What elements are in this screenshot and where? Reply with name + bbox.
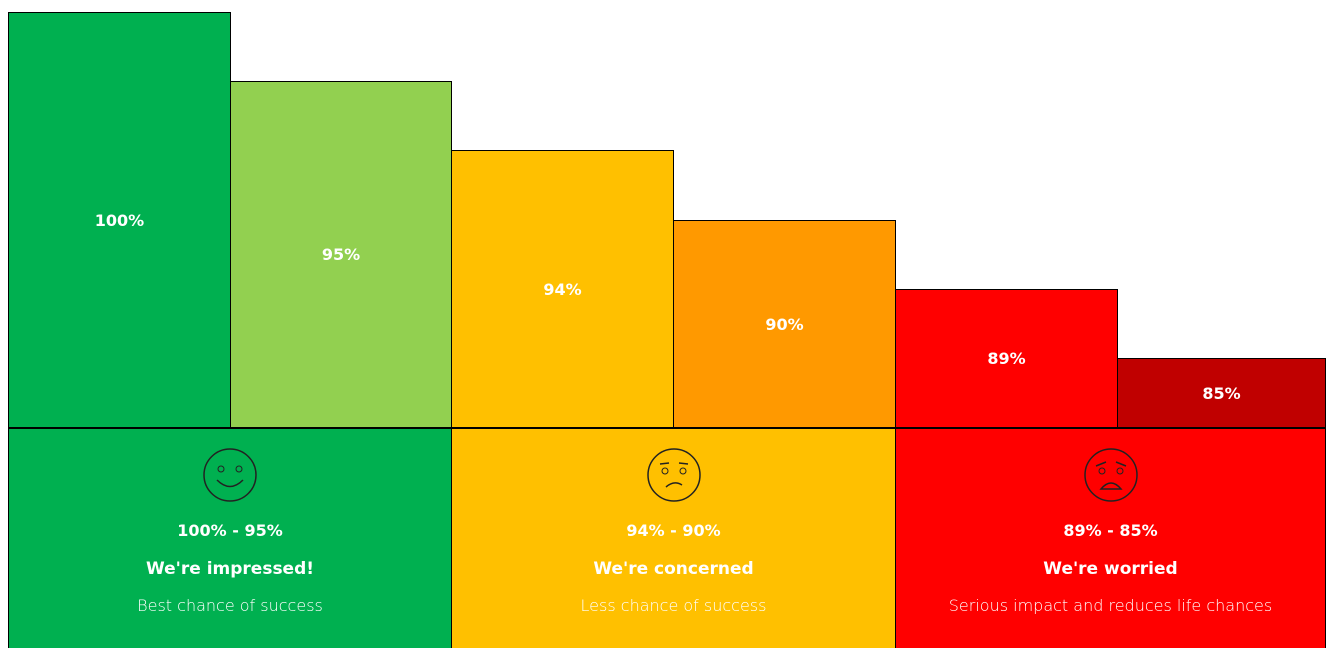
band: 94% - 90% We're concerned Less chance of…	[451, 428, 896, 648]
bar: 100%	[8, 12, 231, 428]
bar: 95%	[230, 81, 452, 428]
worried-face	[1083, 448, 1138, 502]
band-description: Less chance of success	[580, 596, 767, 615]
band-description: Best chance of success	[137, 596, 323, 615]
band: 89% - 85% We're worried Serious impact a…	[895, 428, 1326, 648]
bar-label: 85%	[1202, 383, 1241, 403]
band: 100% - 95% We're impressed! Best chance …	[8, 428, 452, 648]
concerned-face	[646, 448, 701, 502]
bar-label: 95%	[321, 245, 361, 264]
bar: 85%	[1117, 358, 1326, 428]
bar: 89%	[895, 289, 1118, 428]
band-range: 100% - 95%	[177, 521, 283, 540]
band-title: We're worried	[1043, 559, 1178, 579]
band-title: We're impressed!	[145, 559, 315, 579]
happy-face	[203, 448, 257, 502]
bar-label: 100%	[94, 210, 145, 230]
bar-label: 94%	[543, 279, 582, 299]
band-range: 89% - 85%	[1063, 521, 1158, 540]
bar: 90%	[673, 220, 896, 428]
bar-label: 89%	[987, 349, 1026, 368]
band-title: We're concerned	[593, 559, 754, 579]
bar-label: 90%	[765, 314, 804, 334]
band-range: 94% - 90%	[626, 521, 721, 540]
bar: 94%	[451, 150, 674, 428]
band-description: Serious impact and reduces life chances	[948, 596, 1273, 615]
